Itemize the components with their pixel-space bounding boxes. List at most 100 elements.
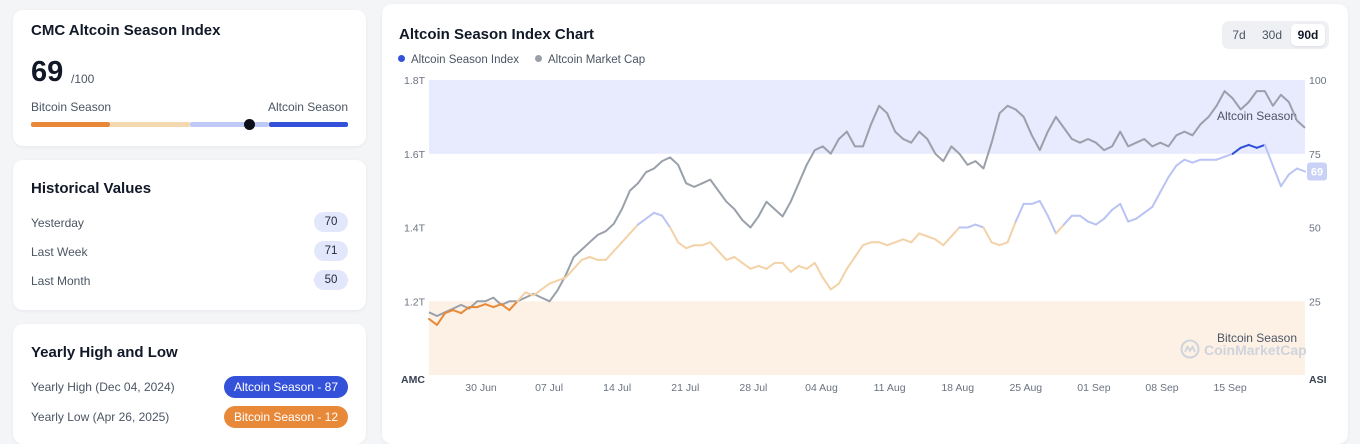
series-segment-index (894, 238, 905, 244)
series-segment-index (829, 282, 840, 291)
series-segment-index (428, 317, 438, 326)
current-index-badge-label: 69 (1311, 166, 1323, 178)
series-segment-index (476, 303, 487, 309)
series-segment-index (789, 264, 800, 273)
series-segment-index (910, 232, 921, 244)
series-segment-index (1247, 143, 1258, 149)
x-tick-7: 18 Aug (941, 382, 974, 394)
hist-yesterday-label: Yesterday (31, 216, 84, 230)
series-segment-index (741, 261, 752, 270)
y-left-tick-1: 1.4T (404, 223, 426, 235)
series-segment-index (749, 264, 760, 270)
watermark-text: CoinMarketCap (1204, 342, 1307, 358)
x-tick-4: 28 Jul (739, 382, 767, 394)
chart-canvas[interactable]: Altcoin Season Bitcoin Season 1.2T 1.4T 1.6T… (382, 4, 1348, 434)
yearly-title: Yearly High and Low (31, 344, 178, 361)
series-segment-index (540, 282, 551, 291)
range-30d-button[interactable]: 30d (1261, 28, 1283, 42)
series-segment-index (620, 232, 631, 244)
series-segment-index (950, 226, 961, 238)
series-segment-index (484, 303, 495, 309)
yearly-low-badge: Bitcoin Season - 12 (224, 406, 348, 428)
series-segment-index (1175, 158, 1186, 167)
series-segment-index (966, 223, 977, 229)
x-tick-1: 07 Jul (535, 382, 563, 394)
series-segment-index (805, 261, 816, 270)
legend-altcoin-season-index[interactable]: Altcoin Season Index (398, 54, 519, 66)
index-card-title: CMC Altcoin Season Index (31, 22, 221, 39)
series-segment-index (1287, 167, 1298, 176)
legend-dot-index (398, 55, 405, 62)
y-right-tick-0: 25 (1309, 296, 1321, 308)
series-segment-index (524, 291, 535, 297)
yearly-high-label: Yearly High (Dec 04, 2024) (31, 380, 175, 394)
series-segment-index (677, 241, 688, 250)
series-line-market-cap (428, 90, 1306, 317)
x-tick-8: 25 Aug (1009, 382, 1042, 394)
series-segment-index (1046, 214, 1057, 235)
x-start-label: AMC (401, 374, 425, 386)
index-value: 69 (31, 56, 64, 88)
series-segment-index (564, 267, 575, 279)
series-segment-index (765, 261, 776, 270)
series-segment-index (1159, 176, 1170, 194)
current-index-badge (1307, 162, 1327, 181)
legend-altcoin-market-cap[interactable]: Altcoin Market Cap (535, 54, 645, 66)
series-segment-index (709, 241, 720, 253)
series-segment-index (1263, 143, 1274, 167)
x-tick-5: 04 Aug (805, 382, 838, 394)
series-segment-index (926, 235, 937, 241)
series-segment-index (1079, 214, 1089, 223)
series-segment-index (637, 217, 647, 226)
series-segment-index (886, 241, 897, 247)
series-segment-index (1062, 214, 1073, 226)
yearly-low-label: Yearly Low (Apr 26, 2025) (31, 410, 170, 424)
y-right-tick-1: 50 (1309, 223, 1321, 235)
series-segment-index (580, 256, 591, 261)
y-left-tick-3: 1.8T (404, 75, 426, 87)
series-segment-index (452, 309, 463, 315)
x-tick-3: 21 Jul (671, 382, 699, 394)
range-7d-button[interactable]: 7d (1232, 28, 1246, 42)
x-tick-2: 14 Jul (603, 382, 631, 394)
series-segment-index (460, 306, 471, 315)
hist-last-month-label: Last Month (31, 274, 91, 288)
series-segment-index (653, 211, 664, 217)
series-segment-index (604, 250, 615, 261)
series-segment-index (918, 232, 929, 238)
series-segment-index (733, 256, 744, 264)
range-90d-button[interactable]: 90d (1291, 24, 1325, 46)
series-segment-index (797, 264, 808, 270)
x-tick-11: 15 Sep (1213, 382, 1246, 394)
series-segment-index (878, 241, 889, 247)
series-segment-index (628, 223, 639, 235)
series-segment-index (757, 264, 768, 270)
index-value-suffix: /100 (71, 72, 95, 86)
historical-values-card: Historical Values Yesterday 70 Last Week… (13, 160, 366, 310)
series-segment-index (781, 261, 792, 273)
series-segment-index (1255, 143, 1266, 149)
y-right-tick-3: 100 (1309, 75, 1327, 87)
series-segment-index (990, 241, 1001, 247)
series-segment-index (845, 256, 856, 270)
series-segment-index (1038, 200, 1049, 217)
y-left-tick-2: 1.6T (404, 149, 426, 161)
x-tick-9: 01 Sep (1077, 382, 1110, 394)
zone-altcoin (429, 80, 1305, 154)
series-segment-index (669, 226, 680, 244)
series-segment-index (1006, 220, 1017, 244)
hist-yesterday-value: 70 (314, 212, 348, 232)
series-segment-index (1279, 173, 1290, 188)
series-segment-index (1223, 152, 1234, 158)
series-segment-index (813, 261, 824, 279)
series-segment-index (1111, 202, 1122, 211)
series-segment-index (1167, 164, 1178, 179)
scale-segment-neutral-high (190, 122, 269, 127)
series-segment-index (1030, 200, 1041, 205)
chart-card: Altcoin Season Bitcoin Season 1.2T 1.4T 1.6T… (382, 4, 1348, 444)
coinmarketcap-logo-icon (1180, 339, 1200, 359)
series-segment-index (492, 303, 503, 309)
zone-label-altcoin: Altcoin Season (1217, 109, 1297, 123)
altcoin-season-label: Altcoin Season (267, 100, 348, 114)
series-segment-index (902, 238, 913, 244)
